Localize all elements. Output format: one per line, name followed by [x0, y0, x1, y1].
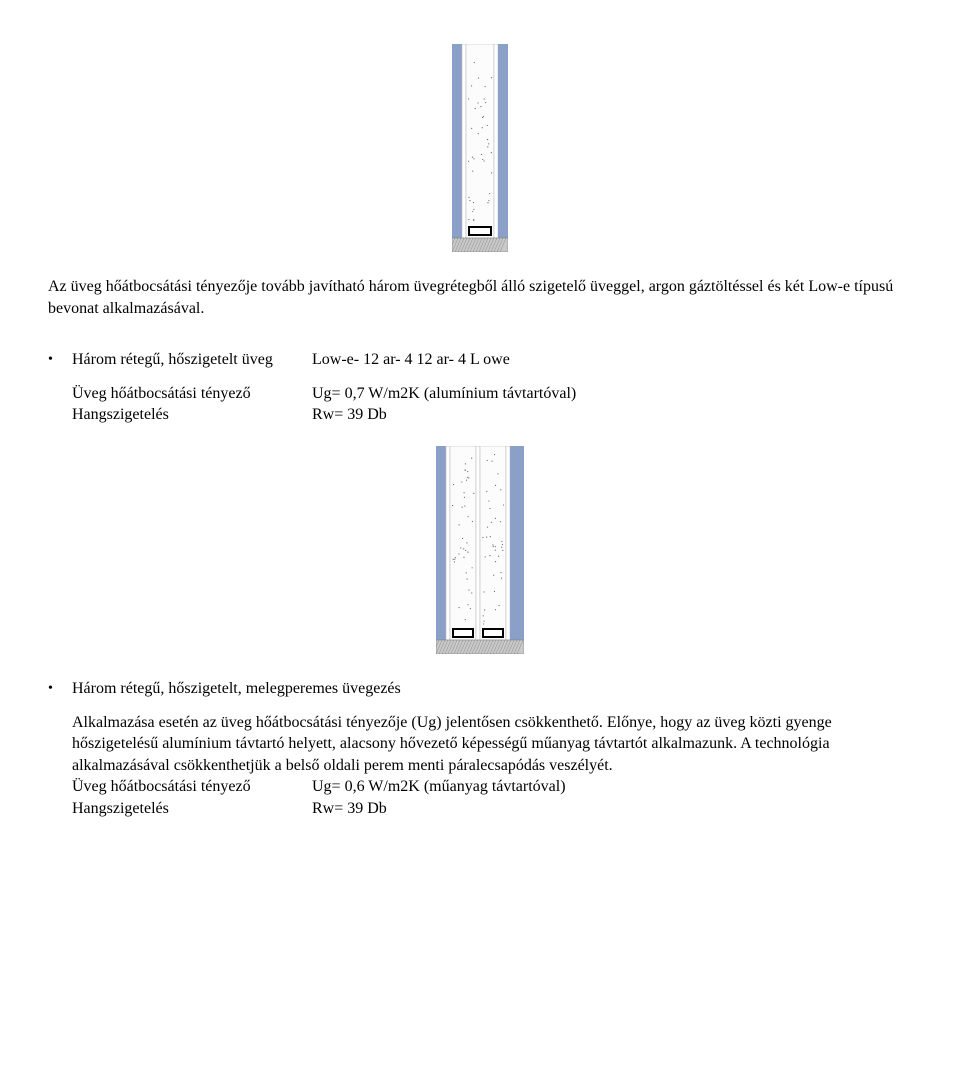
section1-spec2-label: Hangszigetelés: [72, 404, 312, 426]
section1-title-value: Low-e- 12 ar- 4 12 ar- 4 L owe: [312, 349, 912, 371]
section-1: • Három rétegű, hőszigetelt üveg Low-e- …: [48, 349, 912, 426]
section1-spec1-value: Ug= 0,7 W/m2K (alumínium távtartóval): [312, 383, 912, 405]
section2-title: Három rétegű, hőszigetelt, melegperemes …: [72, 678, 912, 700]
section2-spec2-label: Hangszigetelés: [72, 798, 312, 820]
section2-spec1-value: Ug= 0,6 W/m2K (műanyag távtartóval): [312, 776, 912, 798]
section2-body: Alkalmazása esetén az üveg hőátbocsátási…: [72, 712, 912, 777]
section-2: • Három rétegű, hőszigetelt, melegpereme…: [48, 678, 912, 820]
section1-spec2-value: Rw= 39 Db: [312, 404, 912, 426]
section1-spec1-label: Üveg hőátbocsátási tényező: [72, 383, 312, 405]
section1-title-label: Három rétegű, hőszigetelt üveg: [72, 349, 312, 371]
top-diagram-container: [48, 44, 912, 252]
intro-paragraph: Az üveg hőátbocsátási tényezője tovább j…: [48, 276, 912, 319]
section2-spec1-label: Üveg hőátbocsátási tényező: [72, 776, 312, 798]
bullet-icon: •: [48, 349, 72, 370]
mid-diagram-container: [48, 446, 912, 654]
bullet-icon: •: [48, 678, 72, 699]
section2-spec2-value: Rw= 39 Db: [312, 798, 912, 820]
double-glazing-diagram: [452, 44, 508, 252]
triple-glazing-diagram: [436, 446, 524, 654]
